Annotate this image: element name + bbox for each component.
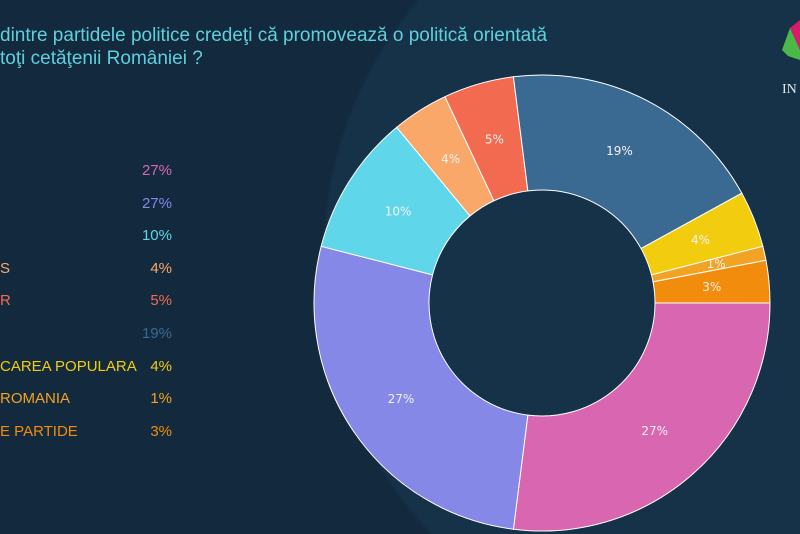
chart-title: dintre partidele politice credeţi că pro… bbox=[0, 24, 547, 70]
legend-label: E PARTIDE bbox=[0, 422, 78, 440]
slice-label: 5% bbox=[485, 132, 504, 146]
legend-value: 4% bbox=[150, 357, 172, 375]
donut-slice bbox=[313, 245, 529, 530]
slice-label: 1% bbox=[707, 257, 726, 271]
donut-slice bbox=[652, 259, 771, 304]
legend-item: S 4% bbox=[0, 258, 175, 291]
title-line-2: toţi cetăţenii României ? bbox=[0, 48, 203, 69]
legend-item: ROMANIA 1% bbox=[0, 388, 175, 421]
legend-item: CAREA POPULARA 4% bbox=[0, 356, 175, 389]
legend-value: 1% bbox=[150, 390, 172, 408]
slice-label: 10% bbox=[385, 205, 412, 219]
legend-value: 4% bbox=[150, 259, 172, 277]
legend-label: ROMANIA bbox=[0, 390, 71, 408]
slice-label: 27% bbox=[641, 424, 668, 438]
legend-label: R bbox=[0, 292, 11, 310]
legend-value: 3% bbox=[150, 422, 172, 440]
logo-text: IN bbox=[782, 82, 797, 97]
legend-value: 27% bbox=[141, 162, 172, 179]
title-line-1: dintre partidele politice credeţi că pro… bbox=[0, 25, 548, 46]
legend-item: 10% bbox=[0, 225, 175, 258]
legend-item: R 5% bbox=[0, 290, 175, 323]
legend: 27% 27% 10% S 4% R 5% 19% CAREA POPULARA 4% ROMANI… bbox=[0, 160, 175, 453]
slice-label: 19% bbox=[606, 144, 633, 158]
legend-value: 10% bbox=[141, 227, 172, 245]
donut-slice bbox=[512, 302, 771, 532]
legend-item: E PARTIDE 3% bbox=[0, 421, 175, 454]
legend-value: 5% bbox=[150, 292, 172, 310]
legend-value: 27% bbox=[141, 194, 172, 212]
legend-item: 27% bbox=[0, 193, 175, 226]
legend-label: CAREA POPULARA bbox=[0, 357, 137, 375]
slice-label: 4% bbox=[441, 152, 460, 166]
logo-icon bbox=[782, 20, 800, 60]
slice-label: 27% bbox=[388, 392, 415, 406]
slice-label: 4% bbox=[691, 233, 710, 247]
legend-item: 19% bbox=[0, 323, 175, 356]
legend-item: 27% bbox=[0, 160, 175, 193]
legend-label: S bbox=[0, 259, 11, 277]
donut-slice bbox=[512, 74, 743, 250]
legend-value: 19% bbox=[141, 324, 172, 342]
slice-label: 3% bbox=[702, 280, 721, 294]
